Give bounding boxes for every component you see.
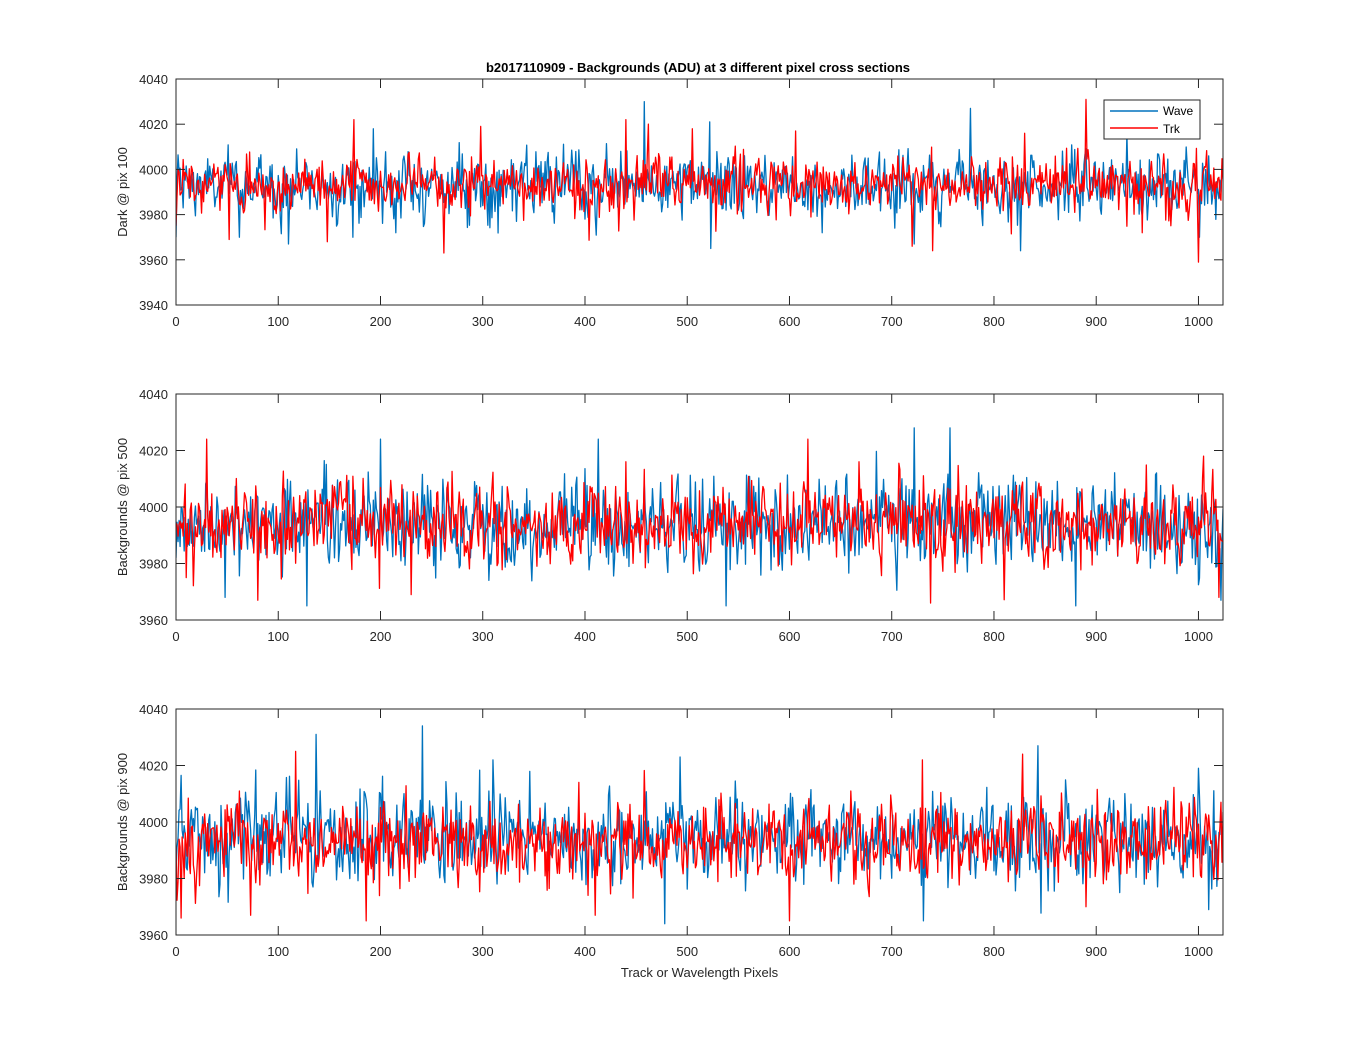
plot-area [176, 709, 1223, 935]
x-tick-label: 300 [472, 944, 494, 959]
x-tick-label: 400 [574, 314, 596, 329]
y-axis-label: Backgrounds @ pix 500 [115, 438, 130, 576]
x-tick-label: 1000 [1184, 629, 1213, 644]
x-tick-label: 800 [983, 944, 1005, 959]
x-tick-label: 600 [779, 629, 801, 644]
x-tick-label: 500 [676, 944, 698, 959]
x-tick-label: 0 [172, 944, 179, 959]
x-axis-label: Track or Wavelength Pixels [621, 965, 779, 980]
x-tick-label: 100 [267, 314, 289, 329]
x-tick-label: 500 [676, 629, 698, 644]
x-tick-label: 600 [779, 944, 801, 959]
x-tick-label: 100 [267, 944, 289, 959]
legend-box [1103, 99, 1201, 140]
figure-title: b2017110909 - Backgrounds (ADU) at 3 dif… [486, 60, 910, 75]
y-tick-label: 4000 [139, 815, 168, 830]
axes-backgrounds-pix-900: 0 100 200 300 400 500 600 700 800 900 1000 3960 3980… [115, 702, 1224, 980]
x-tick-label: 900 [1085, 314, 1107, 329]
x-tick-label: 900 [1085, 629, 1107, 644]
x-tick-label: 200 [370, 314, 392, 329]
x-tick-label: 400 [574, 629, 596, 644]
x-tick-label: 1000 [1184, 314, 1213, 329]
series-line-trk [176, 438, 1223, 604]
x-tick-label: 700 [881, 629, 903, 644]
legend-label-trk: Trk [1163, 122, 1181, 136]
y-tick-label: 3960 [139, 253, 168, 268]
x-tick-label: 0 [172, 314, 179, 329]
y-tick-label: 4000 [139, 500, 168, 515]
y-tick-label: 4000 [139, 162, 168, 177]
y-tick-label: 3980 [139, 872, 168, 887]
x-tick-label: 0 [172, 629, 179, 644]
x-tick-label: 700 [881, 944, 903, 959]
axes-dark-pix-100: 0 100 200 300 400 500 600 700 800 900 1000 3940 3960… [115, 72, 1224, 329]
y-tick-label: 4040 [139, 702, 168, 717]
legend: Wave Trk [1103, 99, 1201, 140]
axes-backgrounds-pix-500: 0 100 200 300 400 500 600 700 800 900 1000 3960 3980… [115, 387, 1224, 644]
x-tick-label: 1000 [1184, 944, 1213, 959]
y-tick-label: 3980 [139, 208, 168, 223]
y-tick-label: 3960 [139, 928, 168, 943]
x-tick-label: 400 [574, 944, 596, 959]
legend-label-wave: Wave [1163, 104, 1194, 118]
y-axis-label: Backgrounds @ pix 900 [115, 753, 130, 891]
y-tick-label: 3960 [139, 613, 168, 628]
x-tick-label: 200 [370, 629, 392, 644]
x-tick-label: 800 [983, 314, 1005, 329]
x-tick-label: 700 [881, 314, 903, 329]
x-tick-label: 900 [1085, 944, 1107, 959]
x-tick-label: 100 [267, 629, 289, 644]
y-tick-label: 4020 [139, 759, 168, 774]
y-tick-label: 4020 [139, 117, 168, 132]
series-line-trk [176, 750, 1223, 922]
y-tick-label: 4040 [139, 387, 168, 402]
series-line-trk [176, 98, 1223, 263]
x-tick-label: 200 [370, 944, 392, 959]
axes-frame [175, 78, 1224, 306]
x-tick-label: 600 [779, 314, 801, 329]
y-tick-label: 4020 [139, 444, 168, 459]
x-tick-label: 800 [983, 629, 1005, 644]
y-tick-label: 4040 [139, 72, 168, 87]
x-tick-label: 500 [676, 314, 698, 329]
y-axis-label: Dark @ pix 100 [115, 147, 130, 237]
y-tick-label: 3980 [139, 557, 168, 572]
x-tick-label: 300 [472, 629, 494, 644]
x-tick-label: 300 [472, 314, 494, 329]
y-tick-label: 3940 [139, 298, 168, 313]
